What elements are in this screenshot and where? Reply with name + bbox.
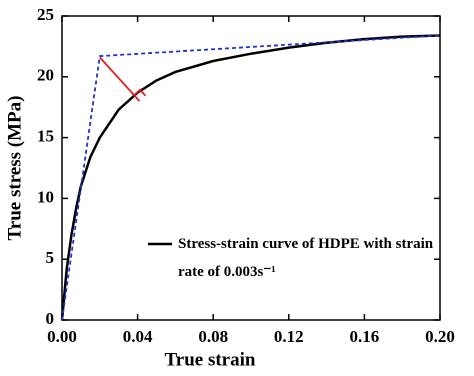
plot-frame bbox=[61, 15, 441, 321]
x-tick-label: 0.16 bbox=[350, 327, 380, 346]
y-tick-label: 15 bbox=[37, 127, 54, 146]
x-tick-label: 0.08 bbox=[198, 327, 228, 346]
y-tick-label: 0 bbox=[46, 309, 55, 328]
y-tick-label: 10 bbox=[37, 187, 54, 206]
legend-label: Stress-strain curve of HDPE with strain … bbox=[178, 236, 434, 280]
y-axis-label: True stress (MPa) bbox=[4, 96, 25, 241]
y-tick-label: 20 bbox=[37, 66, 54, 85]
x-axis-label: True strain bbox=[165, 349, 256, 370]
series-line bbox=[61, 34, 441, 321]
x-tick-label: 0.12 bbox=[274, 327, 304, 346]
y-tick-label: 5 bbox=[46, 248, 55, 267]
right-angle-marker bbox=[133, 88, 147, 97]
y-tick-label: 25 bbox=[37, 5, 54, 24]
x-tick-label: 0.00 bbox=[47, 327, 77, 346]
x-tick-label: 0.04 bbox=[123, 327, 153, 346]
series-line bbox=[99, 56, 141, 102]
x-tick-label: 0.20 bbox=[425, 327, 455, 346]
